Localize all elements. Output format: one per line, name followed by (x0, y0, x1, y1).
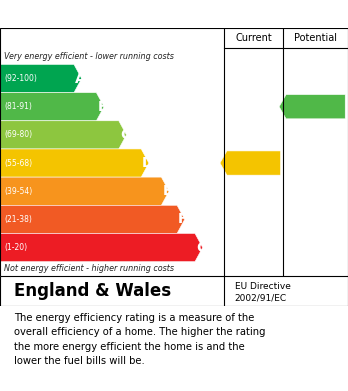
Text: E: E (163, 184, 172, 198)
Text: The energy efficiency rating is a measure of the
overall efficiency of a home. T: The energy efficiency rating is a measur… (14, 313, 266, 366)
Text: Not energy efficient - higher running costs: Not energy efficient - higher running co… (4, 264, 174, 273)
Text: B: B (97, 100, 108, 114)
Text: (1-20): (1-20) (5, 243, 27, 252)
Text: (81-91): (81-91) (5, 102, 32, 111)
Text: (55-68): (55-68) (5, 158, 33, 167)
Text: (69-80): (69-80) (5, 130, 33, 139)
Polygon shape (0, 93, 104, 121)
Text: (21-38): (21-38) (5, 215, 32, 224)
Polygon shape (0, 149, 149, 177)
Polygon shape (0, 233, 203, 262)
Polygon shape (0, 65, 82, 93)
Polygon shape (279, 95, 345, 119)
Text: 81: 81 (307, 100, 324, 113)
Polygon shape (220, 151, 280, 175)
Text: England & Wales: England & Wales (14, 282, 171, 300)
Text: C: C (120, 128, 130, 142)
Text: A: A (75, 72, 86, 86)
Text: EU Directive: EU Directive (235, 282, 291, 291)
Text: Current: Current (235, 33, 272, 43)
Text: Very energy efficient - lower running costs: Very energy efficient - lower running co… (4, 52, 174, 61)
Text: 2002/91/EC: 2002/91/EC (235, 293, 287, 302)
Polygon shape (0, 205, 185, 233)
Text: G: G (196, 240, 207, 255)
Text: Energy Efficiency Rating: Energy Efficiency Rating (10, 7, 220, 22)
Text: F: F (178, 212, 188, 226)
Polygon shape (0, 177, 169, 205)
Text: (39-54): (39-54) (5, 187, 33, 196)
Text: (92-100): (92-100) (5, 74, 37, 83)
Text: 59: 59 (245, 156, 262, 170)
Text: Potential: Potential (294, 33, 337, 43)
Polygon shape (0, 121, 126, 149)
Text: D: D (142, 156, 154, 170)
